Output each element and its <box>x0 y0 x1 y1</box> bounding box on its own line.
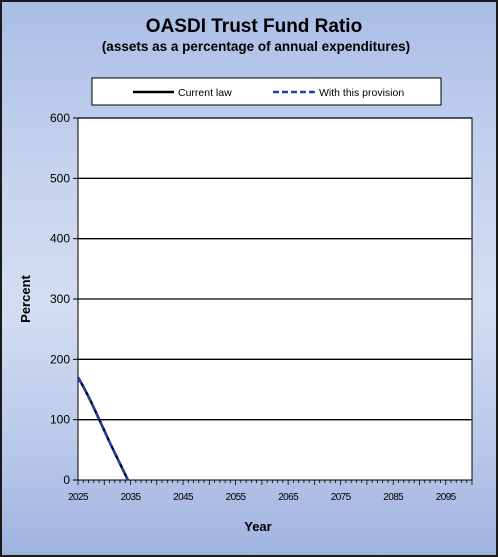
y-tick-labels: 0 100 200 300 400 500 600 <box>50 111 70 487</box>
y-tick-label-100: 100 <box>50 413 70 427</box>
x-tick-label-2045: 2045 <box>173 492 194 503</box>
legend-label-current-law: Current law <box>178 87 232 99</box>
x-tick-label-2095: 2095 <box>436 492 457 503</box>
x-tick-label-2065: 2065 <box>278 492 299 503</box>
legend: Current law With this provision <box>91 77 442 106</box>
y-tick-label-600: 600 <box>50 111 70 125</box>
legend-label-with-this-provision: With this provision <box>319 87 404 99</box>
y-tick-label-200: 200 <box>50 352 70 366</box>
x-tick-label-2085: 2085 <box>383 492 404 503</box>
x-axis-label: Year <box>244 519 271 534</box>
chart-subtitle: (assets as a percentage of annual expend… <box>102 39 410 54</box>
x-tick-label-2025: 2025 <box>68 492 89 503</box>
y-tick-label-400: 400 <box>50 232 70 246</box>
y-tick-label-300: 300 <box>50 292 70 306</box>
series-lines <box>76 376 130 481</box>
chart-title: OASDI Trust Fund Ratio <box>146 16 362 37</box>
y-tick-label-0: 0 <box>63 473 70 487</box>
y-axis-label: Percent <box>18 274 33 322</box>
series-line-with-this-provision <box>76 376 130 481</box>
y-tick-label-500: 500 <box>50 171 70 185</box>
gridlines <box>73 117 473 485</box>
x-tick-label-2055: 2055 <box>226 492 247 503</box>
x-tick-label-2075: 2075 <box>331 492 352 503</box>
x-tick-label-2035: 2035 <box>121 492 142 503</box>
x-tick-labels: 2025 2035 2045 2055 2065 2075 2085 2095 <box>68 492 457 503</box>
